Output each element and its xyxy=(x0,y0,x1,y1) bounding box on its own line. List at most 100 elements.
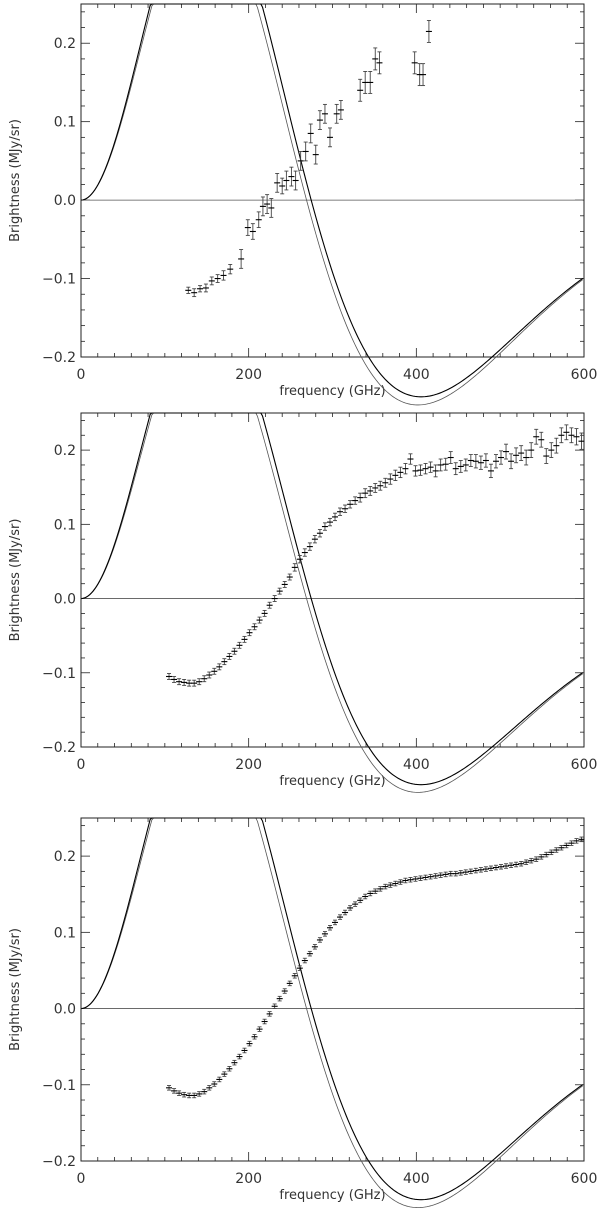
data-point xyxy=(397,879,404,885)
data-point xyxy=(425,20,432,43)
data-point xyxy=(533,428,540,445)
data-point xyxy=(352,496,359,505)
data-point xyxy=(367,890,374,897)
data-point xyxy=(432,464,439,478)
data-point xyxy=(553,847,560,853)
data-point xyxy=(362,71,369,94)
data-point xyxy=(420,63,427,87)
data-point xyxy=(377,480,384,491)
x-axis-label: frequency (GHz) xyxy=(279,384,385,399)
data-point xyxy=(342,504,349,513)
x-tick-label: 200 xyxy=(235,757,262,773)
data-point xyxy=(286,573,293,581)
data-point xyxy=(259,196,266,217)
data-point xyxy=(407,453,414,465)
data-point xyxy=(176,678,183,686)
data-point xyxy=(227,263,234,275)
data-point xyxy=(236,641,243,649)
data-point xyxy=(306,542,313,551)
data-point xyxy=(376,51,383,75)
data-point xyxy=(185,286,192,294)
data-point xyxy=(236,1053,243,1060)
data-point xyxy=(326,925,333,931)
data-point xyxy=(407,877,414,883)
data-point xyxy=(268,198,275,218)
data-point xyxy=(171,676,178,683)
data-point xyxy=(342,909,349,916)
data-point xyxy=(357,78,364,102)
data-point xyxy=(372,483,379,493)
data-point xyxy=(238,249,245,269)
data-point xyxy=(573,428,580,446)
data-point xyxy=(528,442,535,458)
data-point xyxy=(412,876,419,882)
data-point xyxy=(347,500,354,509)
data-point xyxy=(367,486,374,496)
data-point xyxy=(292,170,299,191)
data-point xyxy=(166,1085,173,1091)
data-point xyxy=(246,629,253,637)
data-point xyxy=(367,71,374,94)
data-point xyxy=(264,194,271,214)
data-point xyxy=(214,274,221,283)
data-point xyxy=(201,1088,208,1095)
data-point xyxy=(202,283,209,293)
data-point xyxy=(411,51,418,75)
data-point xyxy=(477,455,484,470)
data-point xyxy=(568,427,575,444)
component-curve-peaked xyxy=(81,3,583,406)
chart-panel-2: 0 200 400 600 −0.2 −0.1 0.0 0.1 0.2 frequency (GH… xyxy=(8,412,597,793)
data-point xyxy=(357,492,364,503)
data-point xyxy=(382,883,389,890)
data-point xyxy=(279,177,286,195)
y-tick-label: 0.1 xyxy=(54,115,76,131)
data-point xyxy=(372,47,379,71)
data-point xyxy=(422,874,429,881)
data-point xyxy=(283,170,290,191)
data-point xyxy=(387,882,394,888)
data-point xyxy=(231,1059,238,1066)
x-axis-label: frequency (GHz) xyxy=(279,1188,385,1203)
data-point xyxy=(211,667,218,675)
data-point xyxy=(296,965,303,971)
data-point xyxy=(181,679,188,686)
data-point xyxy=(220,270,227,281)
data-point xyxy=(276,995,283,1002)
data-point xyxy=(316,937,323,943)
x-tick-label: 200 xyxy=(235,1171,262,1187)
x-axis-label: frequency (GHz) xyxy=(279,774,385,789)
x-tick-label: 0 xyxy=(77,757,86,773)
plot-frame xyxy=(80,3,585,358)
data-point xyxy=(276,587,283,595)
data-point xyxy=(447,451,454,464)
data-point xyxy=(321,931,328,937)
data-point xyxy=(513,447,520,464)
data-point xyxy=(281,581,288,588)
data-point xyxy=(326,517,333,527)
data-point xyxy=(362,893,369,900)
data-point xyxy=(337,914,344,920)
data-point xyxy=(226,1066,233,1072)
data-point xyxy=(181,1091,188,1098)
y-tick-label: 0.1 xyxy=(54,517,76,533)
data-point xyxy=(392,469,399,481)
data-point xyxy=(467,454,474,467)
data-point xyxy=(191,1092,198,1099)
y-tick-label: −0.2 xyxy=(42,350,76,366)
data-point xyxy=(563,424,570,441)
data-point xyxy=(196,678,203,686)
data-point xyxy=(377,886,384,892)
data-point xyxy=(518,445,525,461)
data-point xyxy=(437,458,444,472)
data-point xyxy=(281,988,288,994)
total-model-curve xyxy=(81,3,584,398)
data-point xyxy=(201,675,208,683)
data-point xyxy=(221,658,228,666)
data-point xyxy=(402,877,409,884)
data-point xyxy=(563,842,570,849)
data-point xyxy=(462,458,469,472)
data-point xyxy=(538,854,545,860)
data-point xyxy=(472,454,479,469)
data-point xyxy=(244,219,251,236)
y-axis-label: Brightness (MJy/sr) xyxy=(8,119,23,242)
